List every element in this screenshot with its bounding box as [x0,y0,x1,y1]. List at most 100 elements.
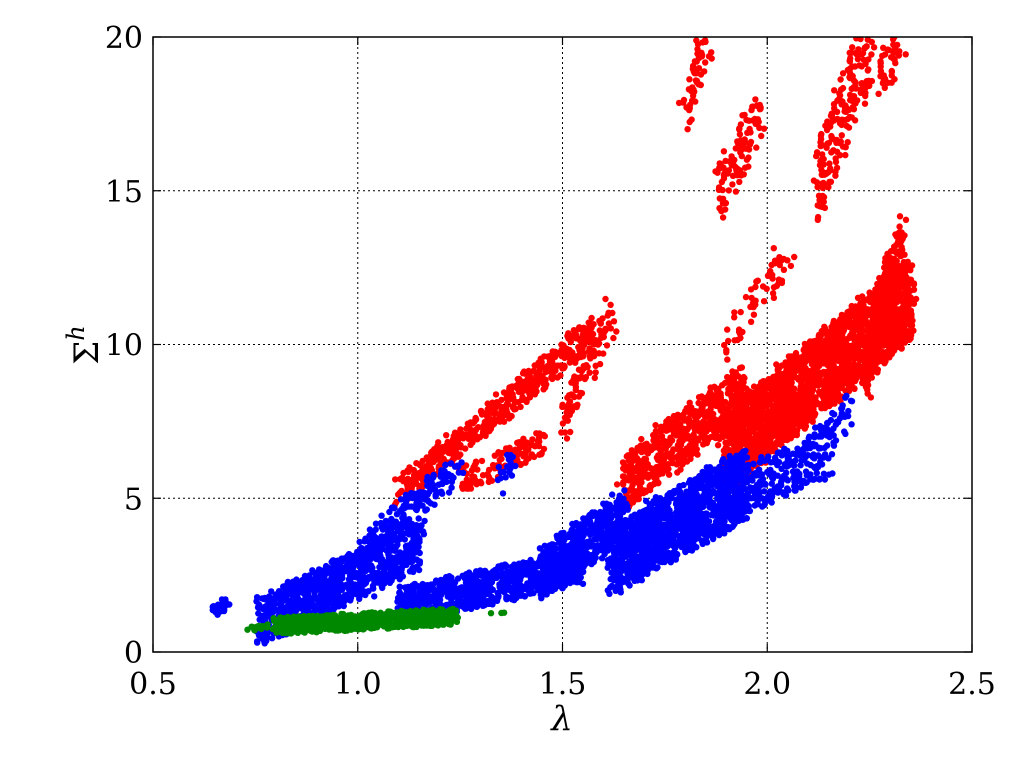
scatter-point [841,356,848,363]
scatter-point [519,393,526,401]
scatter-point [724,373,731,381]
scatter-point [542,384,549,391]
scatter-point [686,118,693,126]
scatter-point [760,434,767,441]
scatter-point [880,286,888,293]
scatter-point [858,329,866,336]
scatter-point [559,420,567,427]
scatter-point [862,369,870,376]
scatter-point [621,462,628,469]
scatter-point [528,376,536,383]
scatter-point [817,142,824,150]
scatter-point [846,91,854,99]
scatter-point [902,51,909,58]
scatter-point [776,389,783,396]
scatter-point [560,351,567,358]
scatter-point [890,55,897,62]
scatter-point [695,81,702,88]
scatter-point [734,165,741,173]
scatter-point [864,386,871,393]
scatter-point [745,117,753,124]
scatter-point [637,471,644,478]
scatter-point [548,374,555,382]
scatter-point [738,146,745,153]
scatter-point [832,168,839,176]
scatter-point [587,321,594,328]
scatter-point [595,350,603,357]
scatter-point [908,322,916,329]
scatter-point [457,426,464,433]
scatter-point [846,57,853,64]
scatter-point [756,404,763,411]
scatter-point [515,439,523,446]
scatter-point [864,67,871,74]
scatter-point [566,398,574,405]
scatter-point [698,427,706,434]
scatter-point [649,470,656,477]
scatter-point [495,450,503,457]
scatter-point [583,338,590,345]
scatter-point [825,169,832,176]
scatter-point [879,295,886,302]
scatter-point [708,55,715,62]
scatter-point [477,478,484,485]
scatter-point [849,44,856,51]
scatter-point [908,313,915,321]
scatter-point [680,96,688,104]
scatter-point [666,440,673,447]
scatter-point [839,84,847,92]
scatter-point [509,392,516,399]
scatter-point [734,139,741,147]
scatter-point [841,105,849,112]
scatter-point [719,200,727,207]
scatter-point [425,454,432,461]
scatter-point [746,388,753,395]
scatter-point [718,207,725,215]
scatter-point [829,335,837,342]
scatter-point [443,432,450,439]
scatter-point [586,369,593,376]
scatter-point [814,183,821,191]
scatter-point [580,349,588,357]
scatter-point [766,377,773,385]
scatter-point [889,343,896,350]
scatter-point [731,337,738,344]
scatter-point [710,417,717,425]
scatter-point [826,365,834,373]
scatter-point [821,323,828,330]
scatter-point [736,125,743,132]
scatter-point [900,260,908,267]
scatter-point [858,300,866,307]
scatter-point [462,445,469,452]
scatter-point [896,213,904,220]
scatter-point [491,410,499,417]
scatter-point [535,442,543,450]
scatter-point [894,238,902,245]
scatter-point [880,72,887,79]
scatter-point [568,391,575,398]
scatter-point [777,406,784,414]
scatter-point [758,415,765,422]
scatter-point [839,347,846,355]
scatter-point [803,344,810,351]
scatter-point [564,332,571,340]
scatter-point [766,409,774,416]
scatter-point [858,51,865,58]
scatter-point [520,435,527,442]
scatter-point [754,277,761,284]
scatter-point [856,62,863,69]
scatter-point [694,419,702,427]
scatter-point [627,467,635,474]
scatter-point [410,466,417,474]
scatter-point [604,312,611,319]
scatter-point [687,451,695,458]
scatter-point [793,430,800,437]
scatter-point [899,339,907,346]
scatter-point [898,345,905,352]
scatter-point [572,386,579,394]
scatter-point [536,451,543,458]
scatter-point [737,308,744,316]
scatter-point [729,181,736,188]
scatter-point [741,139,749,146]
scatter-point [695,65,703,72]
